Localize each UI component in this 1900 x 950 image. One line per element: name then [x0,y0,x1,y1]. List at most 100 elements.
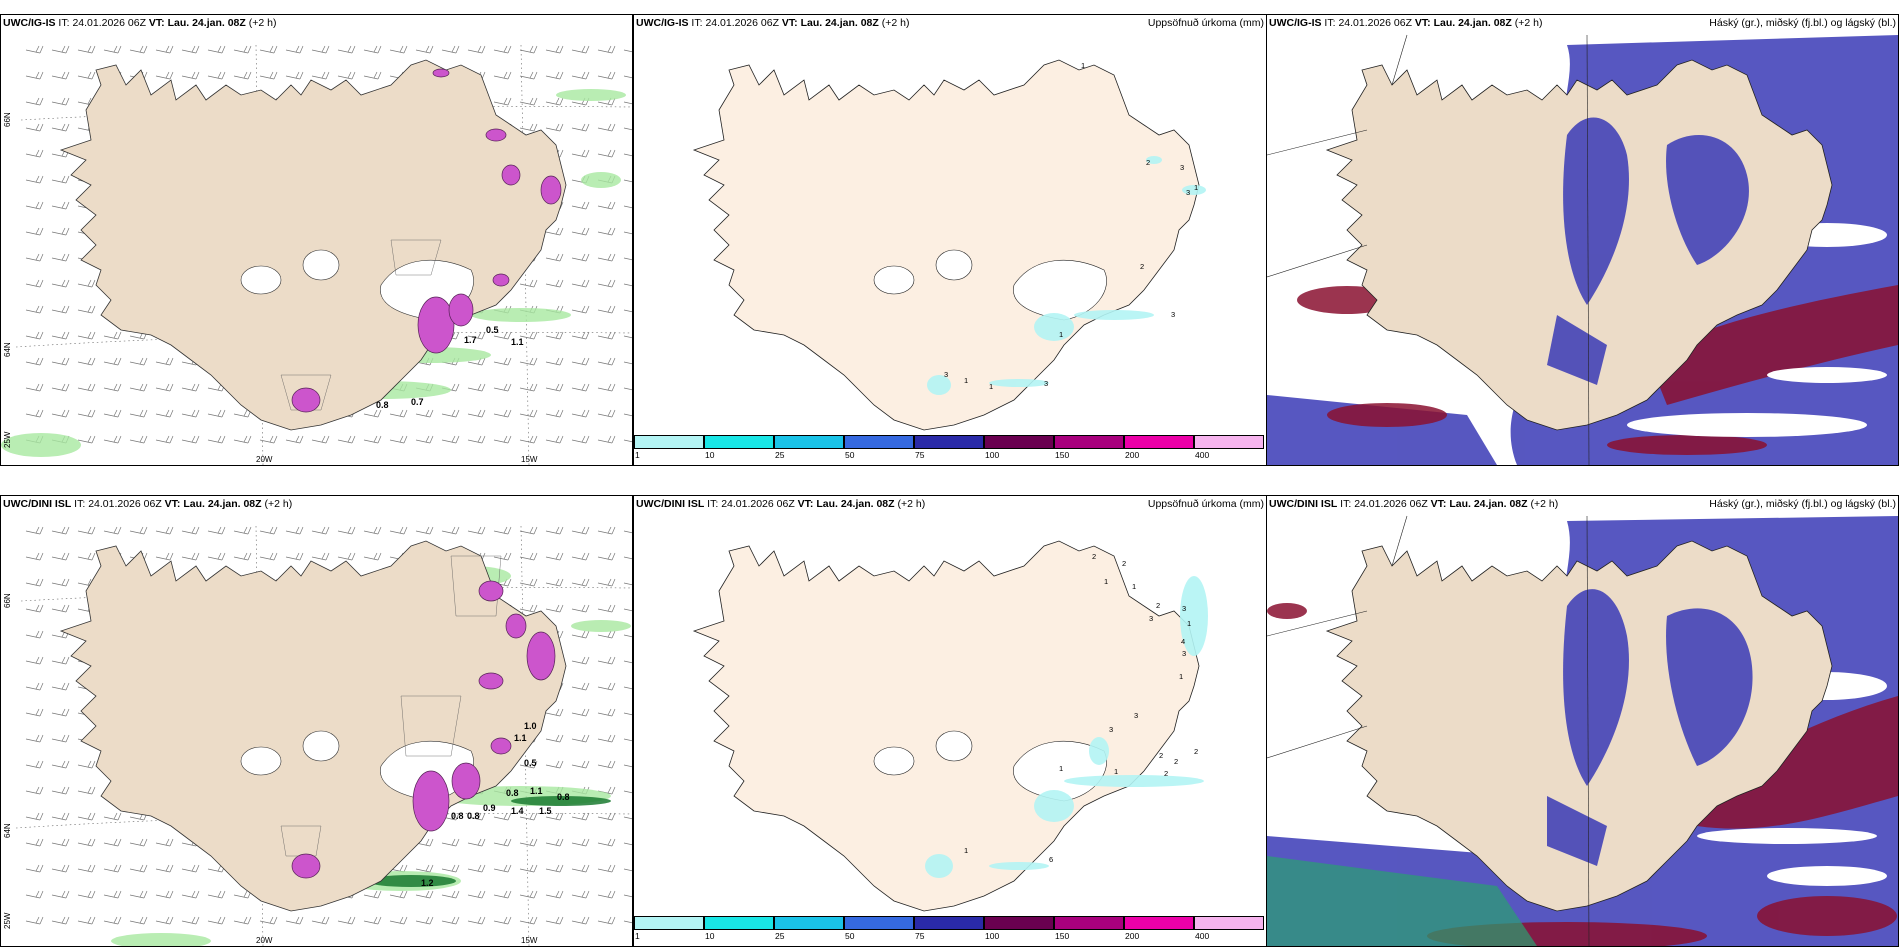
wind-barb [623,764,632,768]
wind-barb [311,526,330,535]
lat-label-66n: 66N [3,593,12,608]
map-boundary-lines [1267,34,1590,465]
wind-barb [77,357,96,366]
colorbar-swatch [634,916,704,930]
iceland-land [59,540,567,912]
wind-barb [25,409,44,418]
wind-barb [519,123,538,132]
wind-barb [51,604,70,613]
wind-barb [571,357,590,366]
wind-barb [181,383,200,392]
high-cloud-areas [1297,285,1898,455]
wind-barb [363,409,382,418]
wind-barb [597,760,616,769]
precip-value-labels: 1 2 3 3 1 2 3 1 3 1 1 3 [944,61,1198,391]
wind-barb [25,123,44,132]
wind-barb [207,71,226,80]
wind-barb [519,578,538,587]
wind-barb [467,45,486,54]
svg-text:0.8: 0.8 [376,400,389,410]
wind-barb [181,71,200,80]
high-cloud-areas [1267,603,1898,946]
colorbar-swatch [844,916,914,930]
cloud-map [1267,15,1898,465]
wind-barb [545,890,564,899]
magenta-precip-cores [291,68,562,413]
wind-speed-labels: 1.0 1.1 0.5 0.8 1.1 0.8 0.9 1.4 0.8 0.8 … [421,721,570,888]
svg-text:1: 1 [989,382,993,391]
wind-barb [571,656,590,665]
wind-barb [51,409,70,418]
wind-barb [25,305,44,314]
wind-barb [103,864,122,873]
wind-barb [25,630,44,639]
wind-barb [545,253,564,262]
wind-barb [25,838,44,847]
wind-barb [233,552,252,561]
wind-barb [545,45,564,54]
wind-barb [519,435,538,444]
wind-barb [103,331,122,340]
colorbar-label: 25 [775,931,785,941]
wind-barb [129,864,148,873]
wind-barb [155,383,174,392]
wind-barb [597,656,616,665]
wind-barb [25,552,44,561]
svg-text:2: 2 [1140,262,1144,271]
iceland-land [692,59,1200,431]
wind-barb [51,578,70,587]
wind-barb [181,552,200,561]
wind-barb [25,578,44,587]
svg-text:2: 2 [1092,552,1096,561]
wind-barb [25,890,44,899]
wind-barb [129,45,148,54]
wind-barb [51,708,70,717]
svg-text:3: 3 [1182,604,1186,613]
wind-barb [597,227,616,236]
wind-barb [519,864,538,873]
wind-barb [545,383,564,392]
wind-barb [545,760,564,769]
wind-barb [597,123,616,132]
wind-barb [623,75,632,79]
wind-barb [77,409,96,418]
colorbar-label: 1 [635,931,640,941]
svg-text:1: 1 [1059,764,1063,773]
wind-barb [519,526,538,535]
wind-barb [493,71,512,80]
svg-text:2: 2 [1159,751,1163,760]
colorbar-label: 1 [635,450,640,460]
wind-barb [181,435,200,444]
wind-barb [467,890,486,899]
wind-barb [25,227,44,236]
wind-barb [337,45,356,54]
wind-barb [623,530,632,534]
wind-barb [103,383,122,392]
wind-barb [363,890,382,899]
wind-barb [571,890,590,899]
svg-text:2: 2 [1174,757,1178,766]
wind-barb [259,71,278,80]
colorbar-label: 400 [1195,450,1210,460]
wind-barb [623,231,632,235]
wind-barb [51,227,70,236]
wind-barb [363,916,382,925]
wind-barb [571,760,590,769]
wind-barb [51,97,70,106]
colorbar-swatch [774,435,844,449]
colorbar-swatch [984,435,1054,449]
wind-barb [571,812,590,821]
graticule [15,44,632,465]
wind-barb [77,838,96,847]
wind-barb [571,604,590,613]
wind-barb [623,439,632,443]
wind-barb [493,812,512,821]
wind-barb [597,734,616,743]
wind-barb [233,526,252,535]
wind-barb [571,838,590,847]
wind-barb [103,916,122,925]
wind-barb [25,149,44,158]
svg-text:6: 6 [1049,855,1053,864]
wind-barb [285,552,304,561]
wind-barb [467,916,486,925]
